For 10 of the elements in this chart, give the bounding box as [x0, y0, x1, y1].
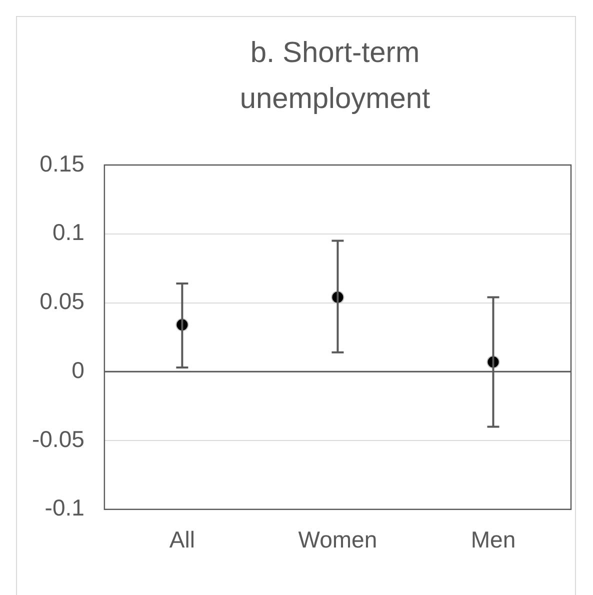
y-tick-label: 0.15 — [40, 150, 84, 176]
x-tick-label: Men — [470, 526, 516, 553]
x-tick-label: Women — [298, 526, 378, 553]
y-tick-label: -0.05 — [32, 426, 84, 452]
chart-title: b. Short-term unemployment — [238, 36, 432, 117]
y-tick-label: 0.05 — [40, 288, 84, 314]
y-tick-label: 0.1 — [52, 219, 84, 246]
y-tick-label: -0.1 — [44, 494, 84, 521]
x-tick-label: All — [169, 526, 195, 553]
y-tick-label: 0 — [72, 356, 84, 383]
